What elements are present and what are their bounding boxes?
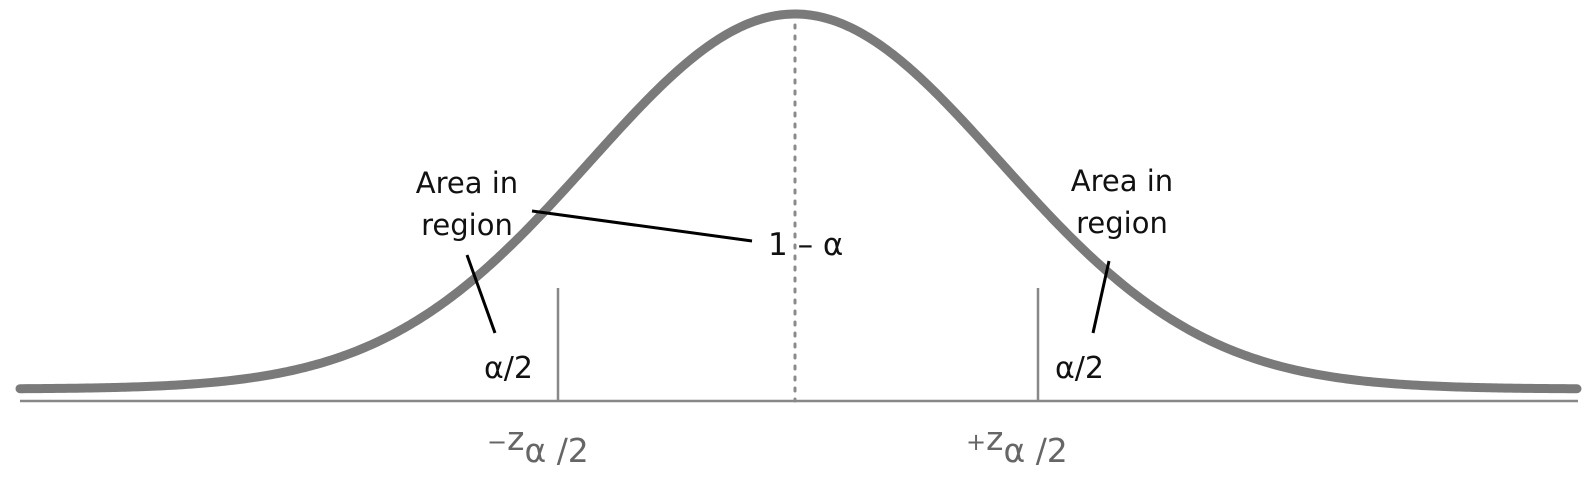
right-critical-subscript: α (1003, 431, 1025, 470)
right-critical-sign: + (966, 428, 986, 456)
left-critical-value-label: −zα /2 (487, 419, 589, 470)
left-area-label-line2: region (421, 208, 513, 242)
right-area-label-line2: region (1076, 206, 1168, 240)
right-area-leader-line (1091, 260, 1111, 334)
left-critical-z: z (507, 419, 524, 458)
right-critical-value-label: +zα /2 (966, 419, 1068, 470)
left-critical-sign: − (487, 428, 507, 456)
left-area-leader-line (465, 254, 497, 334)
left-critical-subscript: α (524, 431, 546, 470)
center-area-label: 1 – α (768, 227, 843, 263)
right-tail-label: α/2 (1055, 351, 1104, 386)
left-area-label-line1: Area in (416, 166, 518, 200)
center-area-leader-line (531, 209, 753, 243)
right-critical-suffix: /2 (1025, 431, 1068, 470)
bell-curve (15, 9, 1582, 394)
left-critical-suffix: /2 (546, 431, 589, 470)
right-area-label-line1: Area in (1071, 164, 1173, 198)
left-tail-label: α/2 (484, 351, 533, 386)
right-critical-z: z (986, 419, 1003, 458)
